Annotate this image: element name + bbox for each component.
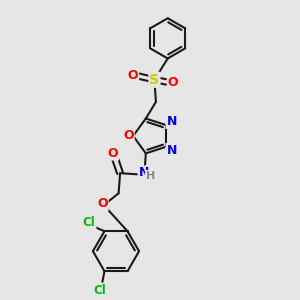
Text: Cl: Cl: [94, 284, 106, 297]
Text: O: O: [107, 147, 118, 160]
Text: H: H: [146, 171, 155, 181]
Text: O: O: [168, 76, 178, 89]
Text: N: N: [167, 115, 177, 128]
Text: N: N: [139, 167, 149, 179]
Text: N: N: [167, 144, 177, 157]
Text: O: O: [97, 197, 108, 210]
Text: O: O: [123, 129, 134, 142]
Text: S: S: [149, 73, 159, 87]
Text: O: O: [128, 69, 138, 82]
Text: Cl: Cl: [83, 217, 95, 230]
